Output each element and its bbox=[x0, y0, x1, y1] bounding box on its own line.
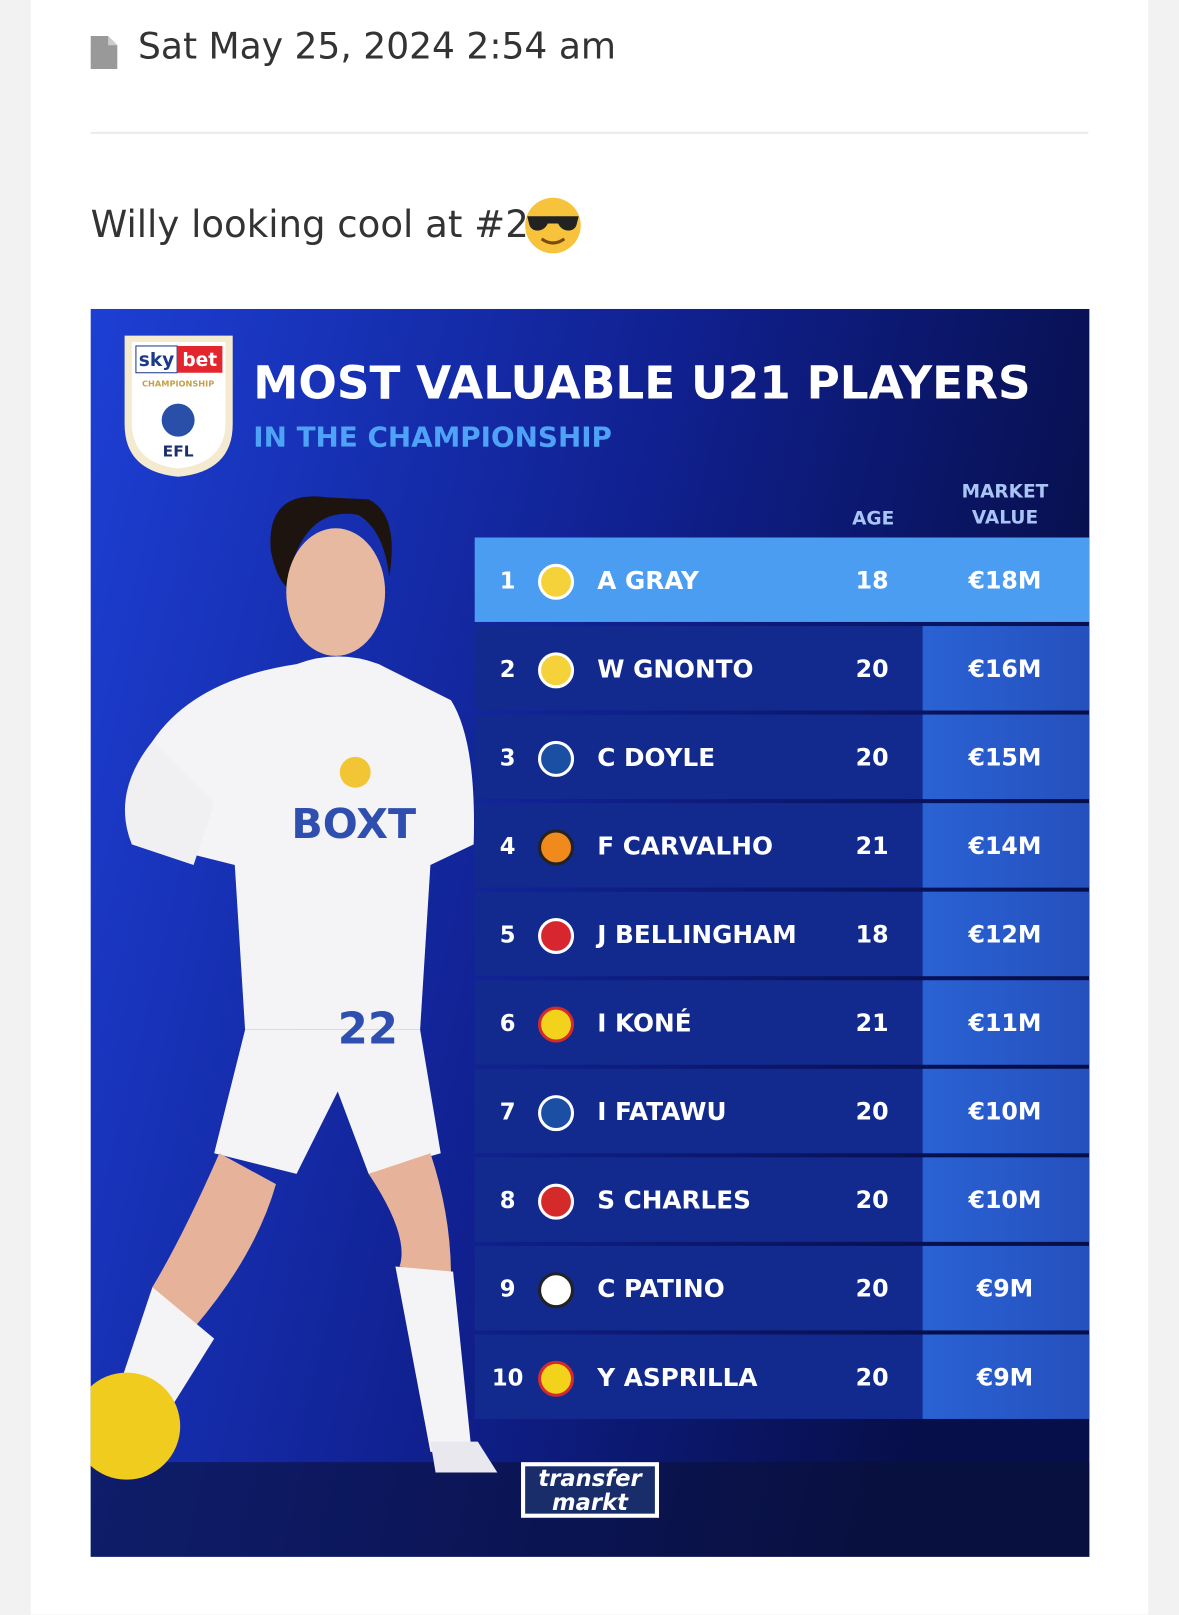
rank: 4 bbox=[500, 834, 516, 860]
rank: 8 bbox=[500, 1188, 516, 1214]
player-name: J BELLINGHAM bbox=[595, 920, 797, 949]
infographic: sky bet CHAMPIONSHIP EFL MOST VALUABLE U… bbox=[90, 308, 1090, 1557]
shirt-sponsor: BOXT bbox=[291, 800, 416, 848]
club-crest bbox=[538, 1006, 575, 1043]
club-crest bbox=[538, 1095, 575, 1132]
market-value: €11M bbox=[967, 1009, 1041, 1037]
header-value: MARKET bbox=[962, 482, 1049, 503]
rank: 2 bbox=[500, 657, 516, 683]
market-value: €16M bbox=[967, 655, 1041, 683]
player-name: A GRAY bbox=[597, 566, 700, 595]
age: 20 bbox=[856, 743, 889, 771]
club-crest bbox=[538, 740, 575, 777]
row bbox=[474, 537, 1090, 622]
age: 18 bbox=[856, 920, 889, 948]
market-value: €14M bbox=[967, 832, 1041, 860]
club-crest bbox=[538, 1272, 575, 1309]
market-value: €12M bbox=[967, 920, 1041, 948]
value-cell bbox=[922, 891, 1090, 977]
rank: 10 bbox=[492, 1365, 524, 1391]
header-age: AGE bbox=[852, 508, 894, 529]
age: 21 bbox=[856, 1009, 889, 1037]
club-crest bbox=[538, 652, 575, 689]
rank: 9 bbox=[500, 1277, 516, 1303]
shirt-number: 22 bbox=[338, 1004, 398, 1054]
age: 18 bbox=[856, 566, 889, 594]
post-text: Willy looking cool at #2 bbox=[90, 203, 529, 247]
player-name: F CARVALHO bbox=[597, 831, 773, 860]
rank: 1 bbox=[500, 568, 516, 594]
club-crest bbox=[538, 1183, 575, 1220]
badge-text: EFL bbox=[163, 443, 194, 461]
player-name: Y ASPRILLA bbox=[596, 1363, 757, 1392]
market-value: €10M bbox=[967, 1098, 1041, 1126]
value-cell bbox=[922, 1334, 1090, 1419]
rank: 5 bbox=[500, 922, 516, 948]
age: 20 bbox=[856, 1363, 889, 1391]
divider bbox=[90, 131, 1089, 134]
club-crest bbox=[538, 1360, 575, 1397]
player-name: S CHARLES bbox=[597, 1186, 751, 1215]
document-icon bbox=[90, 36, 118, 69]
value-cell bbox=[922, 714, 1090, 800]
player-name: W GNONTO bbox=[597, 654, 753, 683]
value-cell bbox=[922, 1245, 1090, 1331]
club-crest bbox=[538, 563, 575, 600]
value-cell bbox=[922, 803, 1090, 888]
club-crest bbox=[538, 917, 575, 955]
age: 21 bbox=[856, 832, 889, 860]
source-logo: transfer bbox=[538, 1466, 643, 1492]
emoji bbox=[525, 197, 581, 254]
club-crest bbox=[538, 829, 575, 866]
age: 20 bbox=[856, 1186, 889, 1214]
league-name: CHAMPIONSHIP bbox=[142, 379, 214, 389]
value-cell bbox=[922, 1157, 1090, 1242]
market-value: €9M bbox=[976, 1363, 1034, 1391]
post-date: Sat May 25, 2024 2:54 am bbox=[137, 26, 617, 68]
player-name: I KONÉ bbox=[597, 1009, 691, 1038]
rank: 6 bbox=[500, 1011, 516, 1037]
market-value: €10M bbox=[967, 1186, 1041, 1214]
player-name: C DOYLE bbox=[597, 743, 715, 772]
header-value: VALUE bbox=[972, 507, 1038, 528]
value-cell bbox=[922, 980, 1090, 1065]
graphic-subtitle: IN THE CHAMPIONSHIP bbox=[253, 421, 612, 454]
sponsor-logo: sky bbox=[139, 350, 174, 371]
source-logo: markt bbox=[552, 1490, 629, 1516]
rank: 7 bbox=[500, 1100, 516, 1126]
age: 20 bbox=[856, 655, 889, 683]
player-name: I FATAWU bbox=[597, 1097, 726, 1126]
market-value: €18M bbox=[967, 566, 1041, 594]
age: 20 bbox=[856, 1098, 889, 1126]
value-cell bbox=[922, 1068, 1090, 1154]
player-photo: BOXT 22 bbox=[90, 496, 498, 1480]
player-name: C PATINO bbox=[597, 1274, 724, 1303]
market-value: €9M bbox=[976, 1275, 1034, 1303]
rank: 3 bbox=[500, 745, 516, 771]
sponsor-logo: bet bbox=[182, 350, 217, 371]
value-cell bbox=[922, 626, 1090, 711]
market-value: €15M bbox=[967, 743, 1041, 771]
graphic-title: MOST VALUABLE U21 PLAYERS bbox=[253, 357, 1030, 410]
age: 20 bbox=[856, 1275, 889, 1303]
